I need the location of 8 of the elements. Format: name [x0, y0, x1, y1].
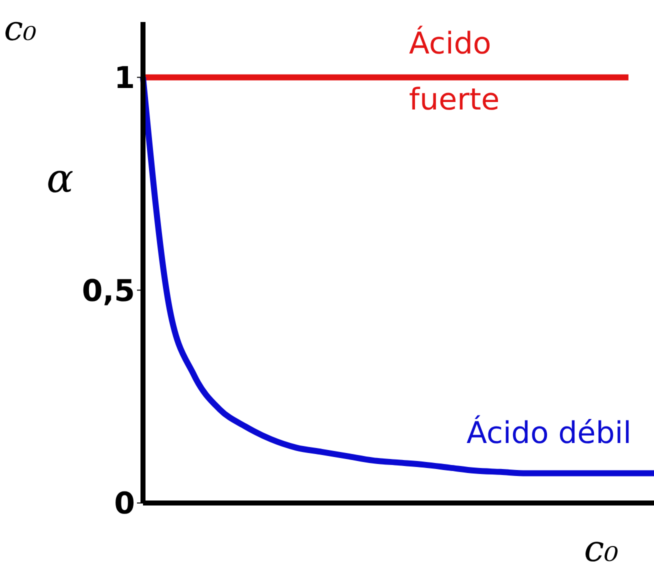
y-axis-title: α [46, 156, 74, 202]
y-tick-label: 0,5 [82, 274, 135, 309]
x-axis-title: c₀ [584, 529, 619, 570]
series-label: Ácido débil [466, 415, 632, 452]
y-tick-label: 1 [114, 60, 135, 96]
text: c₀ [4, 9, 38, 49]
series-label: Ácido fuerte [409, 25, 500, 118]
y-tick-label: 0 [114, 486, 135, 522]
